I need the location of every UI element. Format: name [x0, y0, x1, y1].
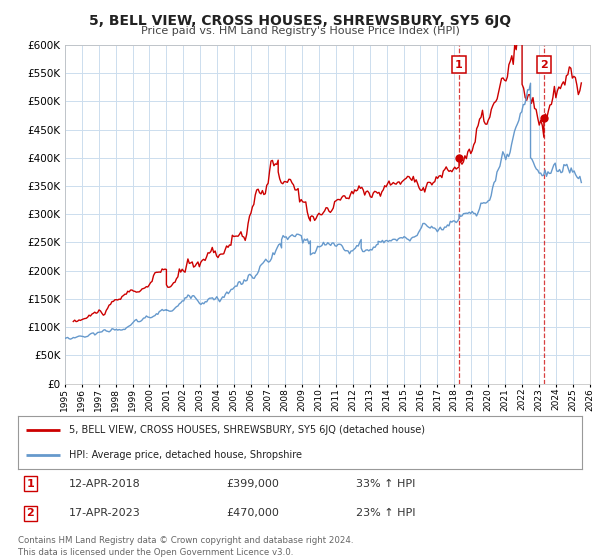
Text: £470,000: £470,000 [227, 508, 280, 519]
Text: Contains HM Land Registry data © Crown copyright and database right 2024.
This d: Contains HM Land Registry data © Crown c… [18, 536, 353, 557]
Text: 5, BELL VIEW, CROSS HOUSES, SHREWSBURY, SY5 6JQ (detached house): 5, BELL VIEW, CROSS HOUSES, SHREWSBURY, … [69, 426, 425, 436]
Text: 1: 1 [455, 59, 463, 69]
Text: 33% ↑ HPI: 33% ↑ HPI [356, 479, 416, 489]
Text: 23% ↑ HPI: 23% ↑ HPI [356, 508, 416, 519]
Text: 1: 1 [26, 479, 34, 489]
Text: 2: 2 [540, 59, 548, 69]
Text: 2: 2 [26, 508, 34, 519]
Text: 5, BELL VIEW, CROSS HOUSES, SHREWSBURY, SY5 6JQ: 5, BELL VIEW, CROSS HOUSES, SHREWSBURY, … [89, 14, 511, 28]
Text: HPI: Average price, detached house, Shropshire: HPI: Average price, detached house, Shro… [69, 450, 302, 460]
Text: 12-APR-2018: 12-APR-2018 [69, 479, 140, 489]
Text: Price paid vs. HM Land Registry's House Price Index (HPI): Price paid vs. HM Land Registry's House … [140, 26, 460, 36]
Text: £399,000: £399,000 [227, 479, 280, 489]
Text: 17-APR-2023: 17-APR-2023 [69, 508, 140, 519]
